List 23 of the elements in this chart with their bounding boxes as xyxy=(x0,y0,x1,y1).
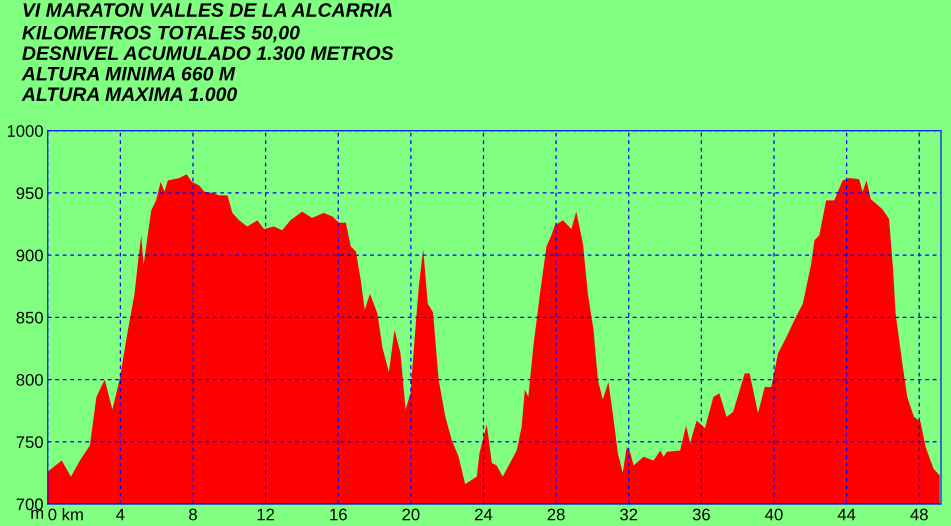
x-tick-label: 20 xyxy=(402,508,420,520)
x-tick-label: 0 km xyxy=(48,508,83,520)
y-tick-label: 750 xyxy=(16,436,43,448)
x-tick-label: 8 xyxy=(189,508,197,520)
x-tick-label: 36 xyxy=(692,508,710,520)
y-tick-label: 900 xyxy=(16,250,43,262)
x-tick-label: 40 xyxy=(765,508,783,520)
x-tick-label: 28 xyxy=(548,508,565,520)
chart-title: VI MARATON VALLES DE LA ALCARRIA xyxy=(23,3,392,17)
x-tick-label: 16 xyxy=(330,508,347,520)
chart-subtitle: KILOMETROS TOTALES 50,00 DESNIVEL ACUMULADO 1.300 METROS ALTURA MINIMA 660 M ALTURA MAXIMA 1.000 xyxy=(21,26,394,102)
x-tick-label: 4 xyxy=(116,508,125,520)
x-tick-label: 44 xyxy=(838,508,856,520)
y-tick-label: 800 xyxy=(16,374,43,386)
x-tick-label: 24 xyxy=(475,508,492,520)
y-tick-label: 850 xyxy=(16,312,43,324)
x-tick-label: 12 xyxy=(258,508,274,520)
y-tick-label: 950 xyxy=(16,187,43,200)
y-tick-label: 700 xyxy=(16,498,43,510)
y-axis-title: m xyxy=(31,510,44,519)
y-tick-label: 1000 xyxy=(8,125,43,137)
x-tick-label: 48 xyxy=(910,508,928,520)
x-tick-label: 32 xyxy=(620,508,638,520)
